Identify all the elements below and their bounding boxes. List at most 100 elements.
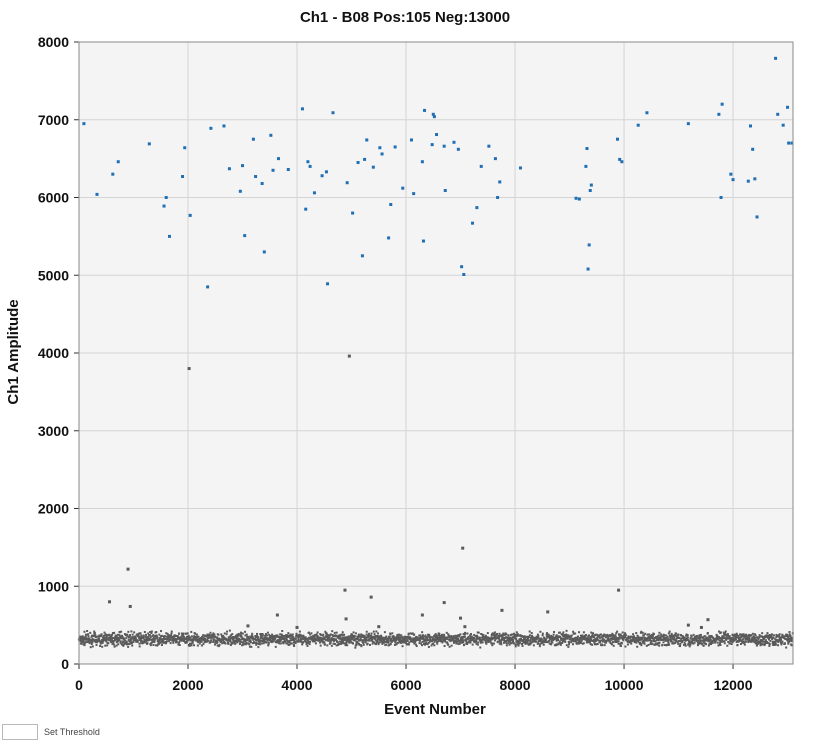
- negative-droplet: [780, 641, 783, 644]
- negative-droplet: [249, 641, 252, 644]
- negative-droplet: [599, 633, 602, 636]
- negative-droplet: [673, 638, 676, 641]
- negative-droplet: [744, 638, 747, 641]
- negative-droplet: [152, 634, 155, 637]
- negative-droplet: [493, 631, 496, 634]
- set-threshold-input[interactable]: [2, 724, 38, 740]
- negative-droplet: [257, 636, 260, 639]
- negative-droplet: [635, 637, 638, 640]
- negative-droplet: [551, 639, 554, 642]
- negative-droplet: [424, 638, 427, 641]
- negative-droplet: [627, 639, 630, 642]
- negative-droplet: [644, 632, 647, 635]
- negative-droplet: [722, 636, 725, 639]
- negative-droplet: [480, 632, 483, 635]
- negative-droplet: [601, 640, 604, 643]
- positive-droplet-point: [498, 180, 502, 184]
- negative-droplet: [97, 640, 100, 642]
- negative-droplet: [233, 642, 236, 645]
- y-tick-label: 0: [61, 656, 69, 672]
- chart-title: Ch1 - B08 Pos:105 Neg:13000: [300, 9, 510, 26]
- negative-droplet: [126, 643, 129, 646]
- outlier-droplet-point: [108, 600, 112, 604]
- negative-droplet: [447, 633, 450, 636]
- negative-droplet: [210, 636, 213, 639]
- negative-droplet: [102, 636, 105, 639]
- negative-droplet: [196, 636, 199, 639]
- negative-droplet: [624, 645, 627, 648]
- negative-droplet: [425, 641, 428, 644]
- negative-droplet: [622, 639, 625, 642]
- negative-droplet: [649, 635, 652, 638]
- negative-droplet: [780, 638, 783, 641]
- negative-droplet: [318, 641, 321, 644]
- negative-droplet: [700, 639, 703, 642]
- outlier-droplet-point: [463, 625, 467, 629]
- negative-droplet: [256, 642, 259, 645]
- negative-droplet: [189, 642, 192, 645]
- negative-droplet: [768, 644, 771, 647]
- negative-droplet: [128, 643, 131, 646]
- x-tick-label: 0: [75, 677, 83, 693]
- negative-droplet: [279, 642, 282, 645]
- negative-droplet: [754, 636, 757, 639]
- negative-droplet: [726, 633, 729, 636]
- negative-droplet: [218, 643, 221, 646]
- negative-droplet: [236, 633, 239, 636]
- negative-droplet: [417, 637, 420, 640]
- negative-droplet: [200, 640, 203, 643]
- negative-droplet: [735, 634, 738, 637]
- negative-droplet: [589, 643, 592, 646]
- negative-droplet: [550, 642, 553, 645]
- negative-droplet: [357, 642, 360, 645]
- negative-droplet: [206, 640, 209, 643]
- negative-droplet: [170, 632, 173, 635]
- negative-droplet: [565, 633, 568, 636]
- negative-droplet: [558, 631, 561, 634]
- negative-droplet: [452, 635, 455, 638]
- positive-droplet-point: [443, 189, 447, 193]
- negative-droplet: [220, 639, 223, 642]
- negative-droplet: [209, 631, 212, 634]
- negative-droplet: [691, 639, 694, 642]
- y-tick-label: 4000: [38, 345, 69, 361]
- negative-droplet: [735, 632, 738, 635]
- negative-droplet: [153, 639, 156, 642]
- negative-droplet: [764, 643, 767, 646]
- negative-droplet: [200, 644, 203, 647]
- negative-droplet: [423, 642, 426, 645]
- negative-droplet: [296, 634, 299, 637]
- negative-droplet: [299, 634, 302, 637]
- negative-droplet: [425, 642, 428, 645]
- negative-droplet: [605, 640, 608, 643]
- negative-droplet: [656, 643, 659, 646]
- positive-droplet-point: [269, 133, 273, 137]
- negative-droplet: [246, 642, 249, 645]
- negative-droplet: [137, 634, 140, 637]
- outlier-droplet-point: [420, 613, 424, 617]
- negative-droplet: [513, 642, 516, 645]
- negative-droplet: [772, 643, 775, 646]
- negative-droplet: [129, 641, 132, 644]
- negative-droplet: [528, 630, 531, 633]
- negative-droplet: [617, 642, 620, 645]
- negative-droplet: [314, 633, 317, 636]
- negative-droplet: [430, 644, 433, 647]
- negative-droplet: [523, 638, 526, 641]
- negative-droplet: [337, 634, 340, 637]
- negative-droplet: [89, 631, 92, 634]
- negative-droplet: [530, 637, 533, 640]
- negative-droplet: [162, 641, 165, 644]
- negative-droplet: [593, 641, 596, 644]
- negative-droplet: [175, 641, 178, 644]
- negative-droplet: [185, 632, 188, 635]
- negative-droplet: [618, 637, 621, 640]
- negative-droplet: [622, 637, 625, 640]
- negative-droplet: [363, 639, 366, 642]
- negative-droplet: [160, 643, 163, 646]
- outlier-droplet-point: [546, 610, 550, 614]
- negative-droplet: [375, 635, 378, 638]
- negative-droplet: [505, 644, 508, 647]
- negative-droplet: [675, 640, 678, 643]
- negative-droplet: [178, 632, 181, 635]
